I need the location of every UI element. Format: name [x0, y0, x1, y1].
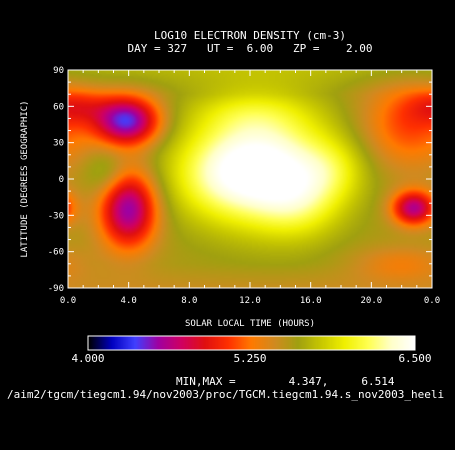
heatmap-field: [68, 70, 432, 288]
x-tick-label: 0.0: [60, 296, 76, 306]
colorbar-mid-label: 5.250: [233, 352, 266, 365]
x-tick-label: 4.0: [121, 296, 137, 306]
x-axis-label: SOLAR LOCAL TIME (HOURS): [185, 319, 315, 329]
y-axis-label: LATITUDE (DEGREES GEOGRAPHIC): [20, 100, 30, 257]
x-tick-label: 8.0: [181, 296, 197, 306]
colorbar: [87, 335, 416, 351]
y-tick-label: -30: [48, 211, 64, 221]
colorbar-gradient: [88, 336, 415, 350]
colorbar-min-label: 4.000: [71, 352, 104, 365]
electron-density-image: [68, 70, 432, 288]
colorbar-frame: [87, 335, 416, 351]
y-tick-label: 60: [53, 102, 64, 112]
colorbar-max-label: 6.500: [398, 352, 431, 365]
x-tick-label: 0.0: [424, 296, 440, 306]
y-tick-label: 90: [53, 66, 64, 76]
file-path-text: /aim2/tgcm/tiegcm1.94/nov2003/proc/TGCM.…: [7, 388, 444, 401]
chart-subtitle: DAY = 327 UT = 6.00 ZP = 2.00: [127, 42, 372, 55]
y-tick-label: -60: [48, 248, 64, 258]
x-tick-label: 20.0: [360, 296, 382, 306]
y-tick-label: 30: [53, 139, 64, 149]
chart-title: LOG10 ELECTRON DENSITY (cm-3): [154, 29, 346, 42]
y-tick-label: -90: [48, 284, 64, 294]
x-tick-label: 12.0: [239, 296, 261, 306]
minmax-readout: MIN,MAX = 4.347, 6.514: [176, 375, 395, 388]
y-tick-label: 0: [59, 175, 64, 185]
x-tick-label: 16.0: [300, 296, 322, 306]
